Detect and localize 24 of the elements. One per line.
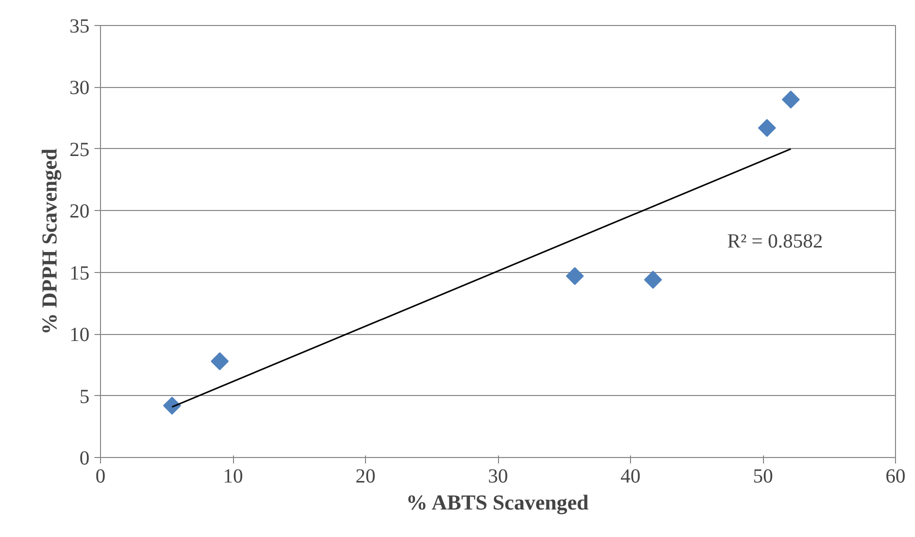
x-tick-label: 50 xyxy=(753,466,773,488)
x-tick-label: 30 xyxy=(488,466,508,488)
x-tick-label: 10 xyxy=(223,466,243,488)
annotation: R² = 0.8582 xyxy=(727,230,823,253)
point xyxy=(566,267,584,286)
x-tick-label: 20 xyxy=(356,466,376,488)
y-tick-label: 0 xyxy=(80,448,90,470)
y-tick-label: 35 xyxy=(70,16,90,38)
y-tick-label: 10 xyxy=(70,324,90,346)
x-tick-label: 60 xyxy=(886,466,906,488)
point xyxy=(644,270,662,289)
point xyxy=(163,396,182,415)
point xyxy=(782,90,800,109)
y-tick-label: 30 xyxy=(70,77,90,100)
y-tick-label: 15 xyxy=(70,262,90,284)
y-tick-label: 25 xyxy=(70,138,90,161)
point xyxy=(758,118,776,137)
x-tick-label: 40 xyxy=(620,466,640,488)
y-tick-label: 20 xyxy=(70,200,90,223)
x-tick-label: 0 xyxy=(96,466,106,488)
y-axis-title: % DPPH Scavenged xyxy=(38,148,62,335)
y-tick-label: 5 xyxy=(80,386,90,408)
point xyxy=(210,352,229,370)
x-axis-title: % ABTS Scavenged xyxy=(406,490,589,514)
